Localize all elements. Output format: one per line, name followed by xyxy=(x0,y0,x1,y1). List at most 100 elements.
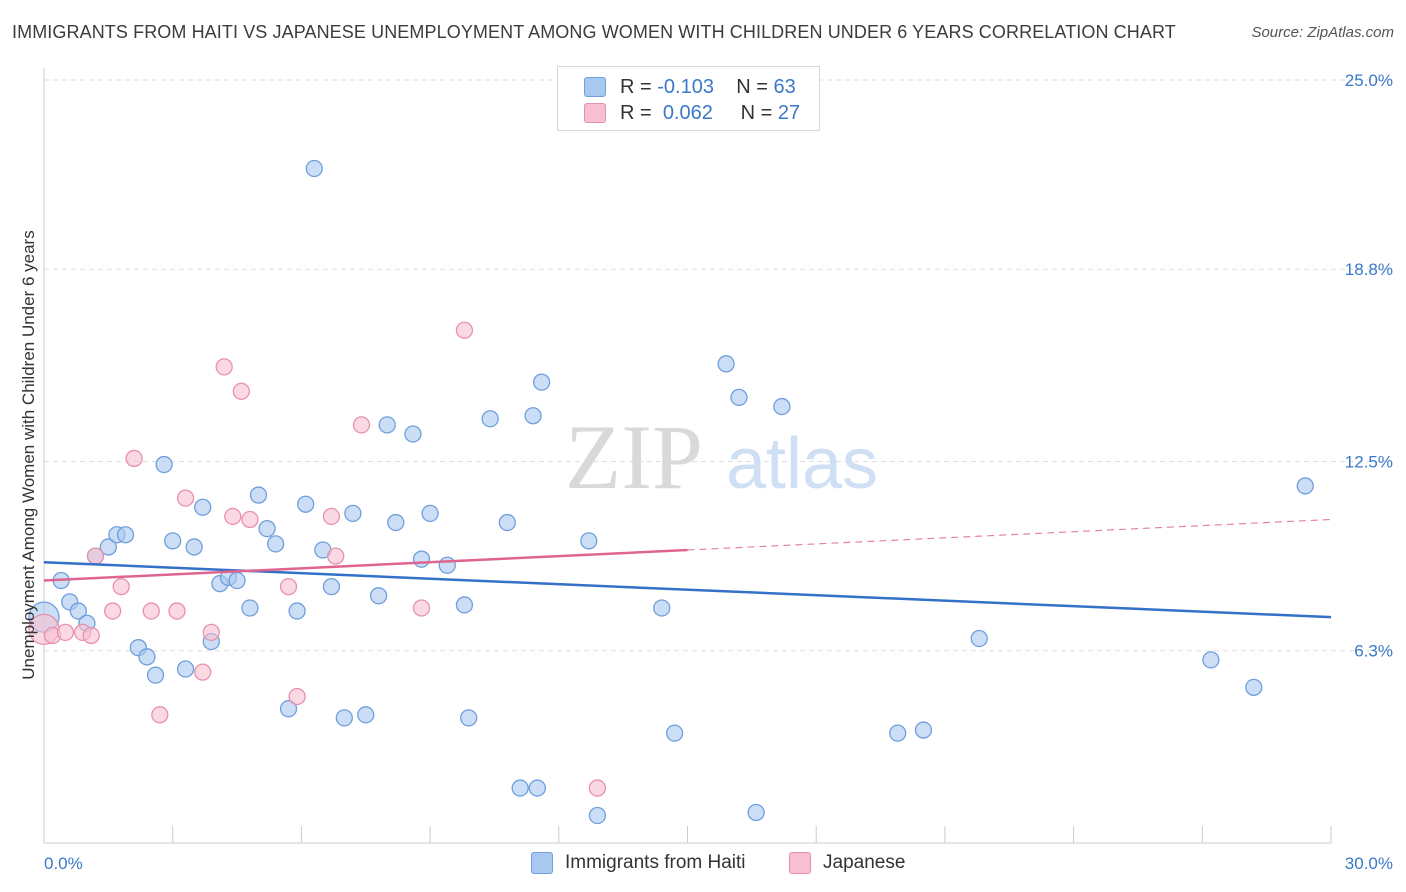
japanese-point xyxy=(202,623,220,642)
haiti-point xyxy=(344,504,362,523)
watermark-zip: ZIP xyxy=(565,406,703,508)
haiti-point xyxy=(322,577,341,596)
japanese-point xyxy=(588,779,607,797)
japanese-trend-line-dashed xyxy=(687,518,1332,551)
y-tick-label: 25.0% xyxy=(1345,71,1393,90)
haiti-point xyxy=(288,602,306,620)
haiti-point xyxy=(228,571,246,590)
y-tick-label: 18.8% xyxy=(1345,260,1393,279)
haiti-point xyxy=(116,526,135,544)
haiti-point xyxy=(1245,678,1263,696)
haiti-point xyxy=(387,513,405,532)
haiti-point xyxy=(528,779,546,797)
watermark-atlas: atlas xyxy=(726,424,878,504)
japanese-point xyxy=(352,416,371,434)
axes xyxy=(43,68,1332,844)
haiti-point xyxy=(747,803,765,822)
legend-r-label: R = xyxy=(620,75,652,98)
haiti-point xyxy=(580,532,598,550)
y-axis-label: Unemployment Among Women with Children U… xyxy=(19,230,38,680)
japanese-point xyxy=(112,577,130,596)
x-tick-label: 30.0% xyxy=(1345,854,1393,873)
haiti-point xyxy=(914,721,933,739)
haiti-point xyxy=(511,779,529,797)
japanese-point xyxy=(125,449,143,468)
japanese-point xyxy=(168,602,186,620)
haiti-swatch xyxy=(531,852,553,874)
japanese-point xyxy=(215,358,233,376)
y-tick-label: 12.5% xyxy=(1345,453,1393,472)
haiti-point xyxy=(404,425,422,443)
japanese-point xyxy=(82,626,100,645)
haiti-point xyxy=(421,504,439,523)
japanese-point xyxy=(142,602,160,620)
haiti-point xyxy=(653,599,671,617)
haiti-point xyxy=(258,519,276,538)
haiti-point xyxy=(588,806,607,825)
japanese-point xyxy=(279,577,298,596)
japanese-point xyxy=(412,599,431,617)
haiti-point xyxy=(357,706,375,724)
haiti-point xyxy=(185,538,203,556)
haiti-point xyxy=(524,407,542,425)
haiti-point xyxy=(665,724,684,742)
haiti-point xyxy=(481,410,499,428)
haiti-point xyxy=(267,535,285,553)
haiti-point xyxy=(176,660,195,678)
haiti-point xyxy=(455,596,474,614)
haiti-point xyxy=(99,538,117,556)
legend-row-japanese: R = 0.062 N = 27 xyxy=(584,101,800,125)
haiti-point xyxy=(155,455,173,474)
japanese-point xyxy=(103,602,122,620)
legend-n-value: 63 xyxy=(773,75,796,98)
haiti-point xyxy=(1202,651,1220,669)
haiti-point xyxy=(730,388,748,407)
japanese-point xyxy=(151,706,169,724)
legend-n-value: 27 xyxy=(777,101,801,124)
haiti-point xyxy=(1296,477,1314,495)
japanese-point xyxy=(232,382,250,400)
legend-label-haiti: Immigrants from Haiti xyxy=(565,852,746,873)
haiti-point xyxy=(378,416,396,434)
japanese-point xyxy=(176,489,195,507)
legend-item-haiti: Immigrants from Haiti xyxy=(531,852,746,874)
japanese-point xyxy=(322,507,341,526)
haiti-point xyxy=(412,550,431,568)
haiti-point xyxy=(335,709,353,727)
legend-n-label: N = xyxy=(740,101,773,124)
japanese-point xyxy=(241,510,259,529)
legend-n-label: N = xyxy=(736,75,768,98)
legend-label-japanese: Japanese xyxy=(823,852,906,873)
japanese-swatch xyxy=(789,852,811,874)
legend-r-label: R = xyxy=(620,101,652,124)
haiti-point xyxy=(297,495,315,513)
haiti-point xyxy=(69,602,87,620)
haiti-point xyxy=(146,666,165,684)
japanese-point xyxy=(224,507,242,526)
japanese-point xyxy=(194,663,212,681)
legend-item-japanese: Japanese xyxy=(789,852,905,874)
japanese-point xyxy=(288,687,306,706)
japanese-point xyxy=(56,623,75,642)
japanese-point xyxy=(86,547,105,565)
haiti-point xyxy=(773,397,791,416)
japanese-point xyxy=(455,321,474,339)
legend-r-value: 0.062 xyxy=(662,101,713,124)
haiti-point xyxy=(164,532,182,550)
japanese-trend-line xyxy=(43,548,688,582)
haiti-point xyxy=(889,724,907,742)
haiti-point xyxy=(241,599,259,617)
haiti-point xyxy=(369,587,388,605)
source-label: Source: ZipAtlas.com xyxy=(1251,24,1394,41)
correlation-legend: R = -0.103 N = 63 R = 0.062 N = 27 xyxy=(557,66,820,131)
haiti-point xyxy=(532,373,551,391)
legend-row-haiti: R = -0.103 N = 63 xyxy=(584,75,796,99)
japanese-swatch xyxy=(584,103,606,123)
legend-r-value: -0.103 xyxy=(657,75,714,98)
haiti-point xyxy=(249,486,268,504)
haiti-point xyxy=(279,700,298,718)
japanese-point xyxy=(327,547,345,565)
haiti-swatch xyxy=(584,77,606,97)
haiti-point xyxy=(305,159,323,178)
